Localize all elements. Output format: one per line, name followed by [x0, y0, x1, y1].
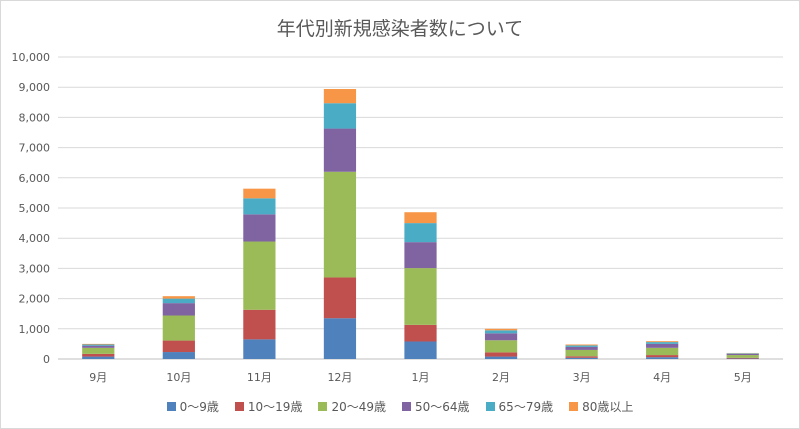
y-tick-label: 1,000	[19, 323, 51, 336]
bar-segment	[323, 277, 357, 319]
bar-segment	[565, 346, 598, 350]
bar-segment	[646, 355, 679, 358]
chart-title: 年代別新規感染者数について	[276, 18, 524, 40]
bar-segment	[243, 188, 276, 199]
bar-segment	[726, 355, 759, 358]
x-tick-label: 12月	[327, 371, 352, 384]
bar-segment	[646, 342, 679, 344]
bar-segment	[323, 318, 357, 359]
y-tick-label: 10,000	[12, 51, 51, 64]
bar-segment	[646, 343, 679, 348]
x-tick-label: 10月	[166, 371, 191, 384]
bar-segment	[162, 315, 195, 341]
legend-label: 80歳以上	[582, 400, 634, 414]
legend-label: 0～9歳	[179, 400, 219, 414]
chart-legend: 0～9歳 10～19歳 20～49歳 50～64歳 65～79歳 80歳以上	[0, 398, 800, 415]
y-tick-label: 7,000	[19, 142, 51, 155]
bar-segment	[82, 353, 115, 357]
legend-label: 10～19歳	[247, 400, 303, 414]
bar-segment	[484, 333, 518, 341]
y-tick-label: 3,000	[19, 262, 51, 275]
x-tick-label: 5月	[734, 371, 752, 384]
y-tick-label: 8,000	[19, 111, 51, 124]
bar-segment	[243, 339, 276, 359]
bar-segment	[484, 340, 518, 353]
legend-swatch	[485, 402, 495, 411]
x-tick-label: 11月	[247, 371, 272, 384]
legend-item: 65～79歳	[485, 398, 554, 415]
bar-segment	[323, 171, 357, 278]
bar-segment	[323, 89, 357, 104]
bar-segment	[243, 214, 276, 242]
bar-segment	[162, 352, 195, 359]
y-tick-label: 0	[43, 353, 50, 366]
bar-segment	[646, 357, 679, 359]
legend-swatch	[569, 402, 579, 411]
y-tick-label: 6,000	[19, 172, 51, 185]
bar-segment	[323, 103, 357, 129]
bar-segment	[404, 268, 437, 325]
legend-swatch	[166, 402, 176, 411]
bar-segment	[404, 242, 437, 269]
bar-segment	[82, 344, 115, 346]
x-tick-label: 4月	[653, 371, 671, 384]
bar-segment	[484, 328, 518, 331]
bar-segment	[162, 298, 195, 304]
bar-segment	[82, 347, 115, 354]
bar-segment	[646, 341, 679, 343]
bar-segment	[404, 324, 437, 342]
bar-segment	[484, 352, 518, 357]
bar-segment	[726, 357, 759, 359]
legend-swatch	[318, 402, 328, 411]
legend-label: 50～64歳	[415, 400, 470, 414]
bar-segment	[404, 341, 437, 359]
bar-segment	[243, 309, 276, 340]
legend-item: 50～64歳	[402, 398, 470, 415]
bar-segment	[243, 198, 276, 215]
bar-segment	[565, 349, 598, 357]
legend-item: 80歳以上	[569, 398, 633, 415]
bar-segment	[726, 353, 759, 354]
y-tick-label: 2,000	[19, 293, 51, 306]
legend-label: 65～79歳	[498, 400, 554, 414]
x-tick-label: 1月	[412, 371, 430, 384]
bar-segment	[243, 241, 276, 310]
legend-item: 20～49歳	[318, 398, 386, 415]
bar-segment	[323, 128, 357, 172]
y-tick-label: 9,000	[19, 81, 51, 94]
legend-item: 10～19歳	[234, 398, 303, 415]
bar-segment	[646, 347, 679, 356]
bar-segment	[484, 330, 518, 334]
bar-segment	[404, 223, 437, 243]
x-tick-label: 9月	[89, 371, 107, 384]
bar-segment	[726, 353, 759, 356]
legend-swatch	[234, 402, 244, 411]
bar-segment	[565, 345, 598, 347]
bar-segment	[565, 357, 598, 359]
bar-segment	[82, 343, 115, 345]
x-tick-label: 3月	[573, 371, 591, 384]
x-tick-label: 2月	[492, 371, 510, 384]
bar-segment	[162, 303, 195, 316]
y-tick-label: 4,000	[19, 232, 51, 245]
legend-swatch	[402, 402, 411, 411]
bar-segment	[484, 356, 518, 359]
bar-segment	[162, 340, 195, 353]
legend-item: 0～9歳	[166, 398, 219, 415]
y-tick-label: 5,000	[19, 202, 51, 215]
bar-segment	[82, 356, 115, 359]
bar-segment	[565, 344, 598, 346]
bar-segment	[565, 356, 598, 358]
bar-segment	[82, 345, 115, 348]
bar-segment	[404, 212, 437, 224]
legend-label: 20～49歳	[331, 400, 386, 414]
bar-segment	[162, 296, 195, 299]
